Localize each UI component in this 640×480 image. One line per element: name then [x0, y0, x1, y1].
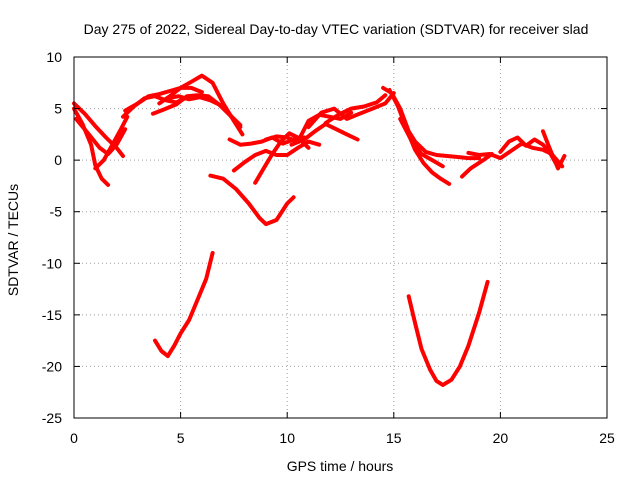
x-tick-label: 0: [70, 430, 78, 446]
series-arc-1: [72, 101, 125, 158]
series-arc-6: [123, 85, 204, 113]
y-axis-label: SDTVAR / TECUs: [5, 184, 21, 296]
series-arc-3: [74, 116, 128, 156]
series-arc-17: [381, 85, 482, 161]
x-tick-label: 20: [493, 430, 509, 446]
series-arc-15: [306, 91, 396, 130]
plot-frame: [73, 56, 608, 419]
x-axis-label: GPS time / hours: [287, 458, 394, 474]
series-arc-18: [387, 88, 452, 186]
y-tick-label: 0: [54, 152, 62, 168]
y-tick-label: -20: [42, 358, 62, 374]
series-arc-16: [323, 93, 388, 125]
y-tick-label: -25: [42, 410, 62, 426]
series-arc-19: [398, 116, 445, 169]
axis-ticks: 0 5 10 15 20 25 10 5 0 -5 -10 -15 -20 -25: [42, 49, 615, 446]
series-arc-25: [153, 251, 215, 359]
series-arc-26: [406, 279, 490, 387]
series-arc-13: [263, 110, 354, 144]
x-tick-label: 10: [279, 430, 295, 446]
y-tick-label: 5: [54, 101, 62, 117]
y-tick-label: -5: [50, 204, 63, 220]
y-tick-label: -10: [42, 255, 62, 271]
x-tick-label: 5: [177, 430, 185, 446]
series-arc-24: [208, 173, 296, 227]
chart-title: Day 275 of 2022, Sidereal Day-to-day VTE…: [84, 21, 589, 37]
x-tick-label: 15: [386, 430, 402, 446]
series-arc-2: [72, 106, 111, 187]
series-arc-23: [541, 129, 567, 171]
series-arc-21: [460, 152, 494, 179]
x-tick-label: 25: [599, 430, 615, 446]
series-arc-9: [165, 94, 243, 128]
y-tick-label: 10: [46, 49, 62, 65]
y-tick-label: -15: [42, 307, 62, 323]
series-layer: [72, 73, 567, 387]
series-arc-22: [498, 135, 558, 166]
series-arc-4: [93, 114, 130, 171]
